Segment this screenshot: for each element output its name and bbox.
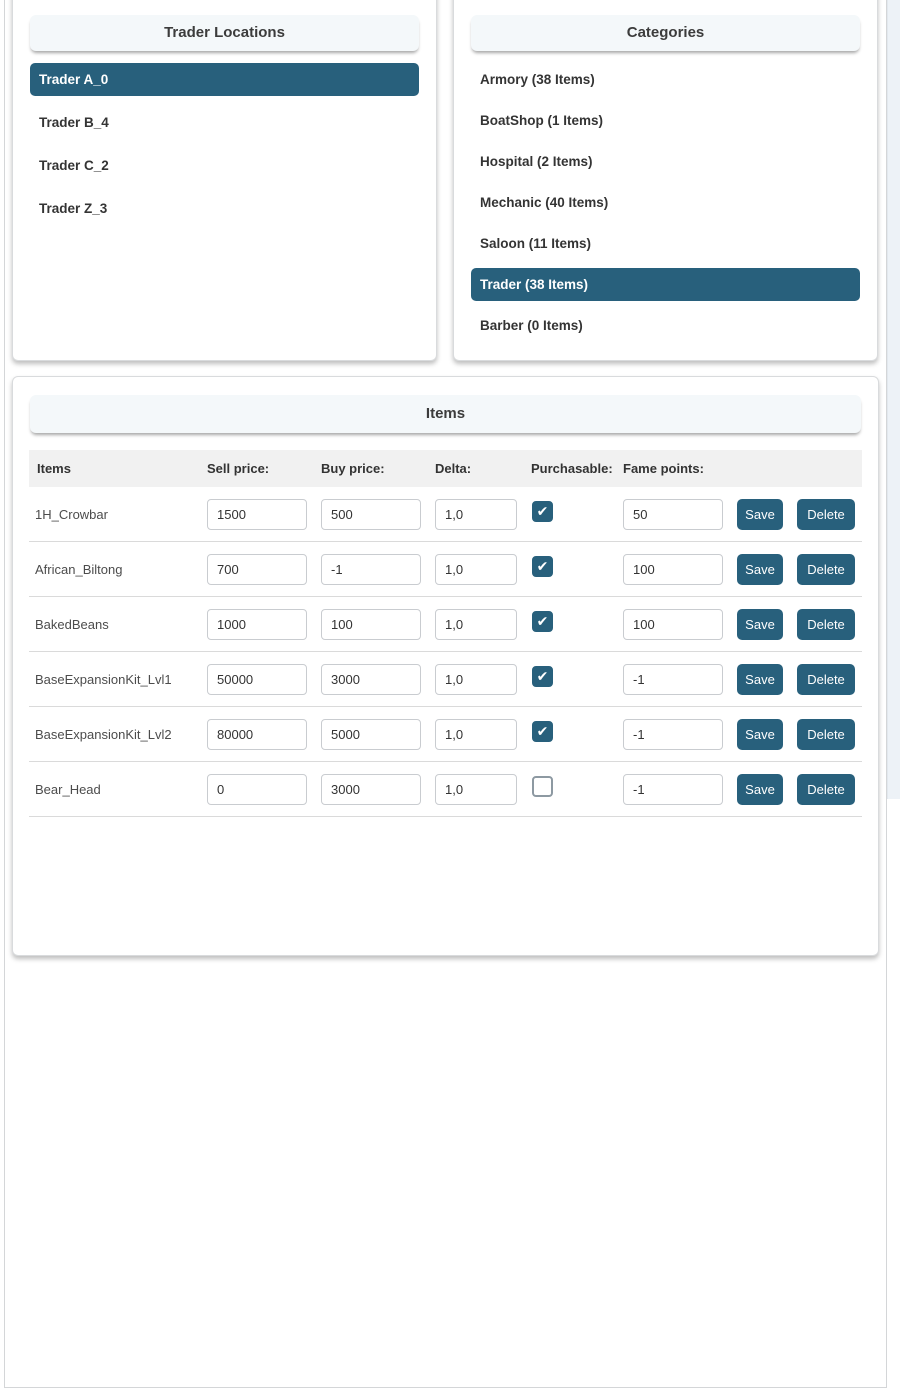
sell-price-input[interactable] [207,718,307,750]
delta-input[interactable] [435,553,517,585]
categories-panel: Categories Armory (38 Items) BoatShop (1… [453,0,878,361]
item-row: BakedBeans Save Delete [29,597,862,652]
items-table-header: Items Sell price: Buy price: Delta: Purc… [29,450,862,487]
delete-button[interactable]: Delete [797,608,855,640]
item-row: BaseExpansionKit_Lvl2 Save Delete [29,707,862,762]
category-item[interactable]: Hospital (2 Items) [480,154,593,169]
save-button[interactable]: Save [737,663,783,695]
page-container: Trader Locations Trader A_0 Trader B_4 T… [4,0,887,1388]
column-header-purchasable: Purchasable: [531,461,613,476]
fame-points-input[interactable] [623,498,723,530]
item-name: BaseExpansionKit_Lvl2 [35,726,172,742]
buy-price-input[interactable] [321,718,421,750]
trader-locations-panel: Trader Locations Trader A_0 Trader B_4 T… [12,0,437,361]
buy-price-input[interactable] [321,553,421,585]
column-header-sell-price: Sell price: [207,461,270,476]
delta-input[interactable] [435,663,517,695]
buy-price-input[interactable] [321,663,421,695]
sell-price-input[interactable] [207,553,307,585]
buy-price-input[interactable] [321,498,421,530]
items-table: Items Sell price: Buy price: Delta: Purc… [29,450,862,817]
save-button[interactable]: Save [737,553,783,585]
category-item[interactable]: Trader (38 Items) [471,268,860,301]
sell-price-input[interactable] [207,608,307,640]
categories-list: Armory (38 Items) BoatShop (1 Items) Hos… [454,63,877,342]
delta-input[interactable] [435,608,517,640]
column-header-fame-points: Fame points: [623,461,704,476]
save-button[interactable]: Save [737,498,783,530]
purchasable-checkbox[interactable] [532,721,553,742]
items-panel: Items Items Sell price: Buy price: Delta… [12,376,879,956]
item-row: Bear_Head Save Delete [29,762,862,817]
category-item[interactable]: Barber (0 Items) [480,318,583,333]
delete-button[interactable]: Delete [797,718,855,750]
delta-input[interactable] [435,773,517,805]
fame-points-input[interactable] [623,663,723,695]
scrollbar-track[interactable] [887,0,900,799]
delete-button[interactable]: Delete [797,553,855,585]
trader-location-item[interactable]: Trader B_4 [39,115,109,130]
column-header-delta: Delta: [435,461,472,476]
fame-points-input[interactable] [623,553,723,585]
item-name: Bear_Head [35,781,101,797]
purchasable-checkbox[interactable] [532,556,553,577]
fame-points-input[interactable] [623,718,723,750]
delete-button[interactable]: Delete [797,498,855,530]
save-button[interactable]: Save [737,773,783,805]
item-name: BaseExpansionKit_Lvl1 [35,671,172,687]
column-header-buy-price: Buy price: [321,461,385,476]
purchasable-checkbox[interactable] [532,776,553,797]
categories-title: Categories [471,15,860,51]
save-button[interactable]: Save [737,608,783,640]
trader-locations-title: Trader Locations [30,15,419,51]
fame-points-input[interactable] [623,608,723,640]
item-name: BakedBeans [35,616,109,632]
category-item[interactable]: Saloon (11 Items) [480,236,592,251]
sell-price-input[interactable] [207,773,307,805]
trader-location-item[interactable]: Trader A_0 [30,63,419,96]
items-title: Items [30,395,861,433]
top-panels-row: Trader Locations Trader A_0 Trader B_4 T… [12,0,879,361]
buy-price-input[interactable] [321,608,421,640]
save-button[interactable]: Save [737,718,783,750]
trader-location-item[interactable]: Trader Z_3 [39,201,108,216]
trader-locations-list: Trader A_0 Trader B_4 Trader C_2 Trader … [13,63,436,225]
delete-button[interactable]: Delete [797,663,855,695]
category-item[interactable]: BoatShop (1 Items) [480,113,604,128]
fame-points-input[interactable] [623,773,723,805]
column-header-items: Items [37,461,71,476]
sell-price-input[interactable] [207,498,307,530]
category-item[interactable]: Mechanic (40 Items) [480,195,609,210]
purchasable-checkbox[interactable] [532,666,553,687]
item-row: 1H_Crowbar Save Delete [29,487,862,542]
item-row: African_Biltong Save Delete [29,542,862,597]
purchasable-checkbox[interactable] [532,501,553,522]
category-item[interactable]: Armory (38 Items) [480,72,595,87]
trader-location-item[interactable]: Trader C_2 [39,158,109,173]
purchasable-checkbox[interactable] [532,611,553,632]
sell-price-input[interactable] [207,663,307,695]
delta-input[interactable] [435,498,517,530]
buy-price-input[interactable] [321,773,421,805]
delete-button[interactable]: Delete [797,773,855,805]
item-name: 1H_Crowbar [35,506,108,522]
delta-input[interactable] [435,718,517,750]
item-row: BaseExpansionKit_Lvl1 Save Delete [29,652,862,707]
item-name: African_Biltong [35,561,123,577]
